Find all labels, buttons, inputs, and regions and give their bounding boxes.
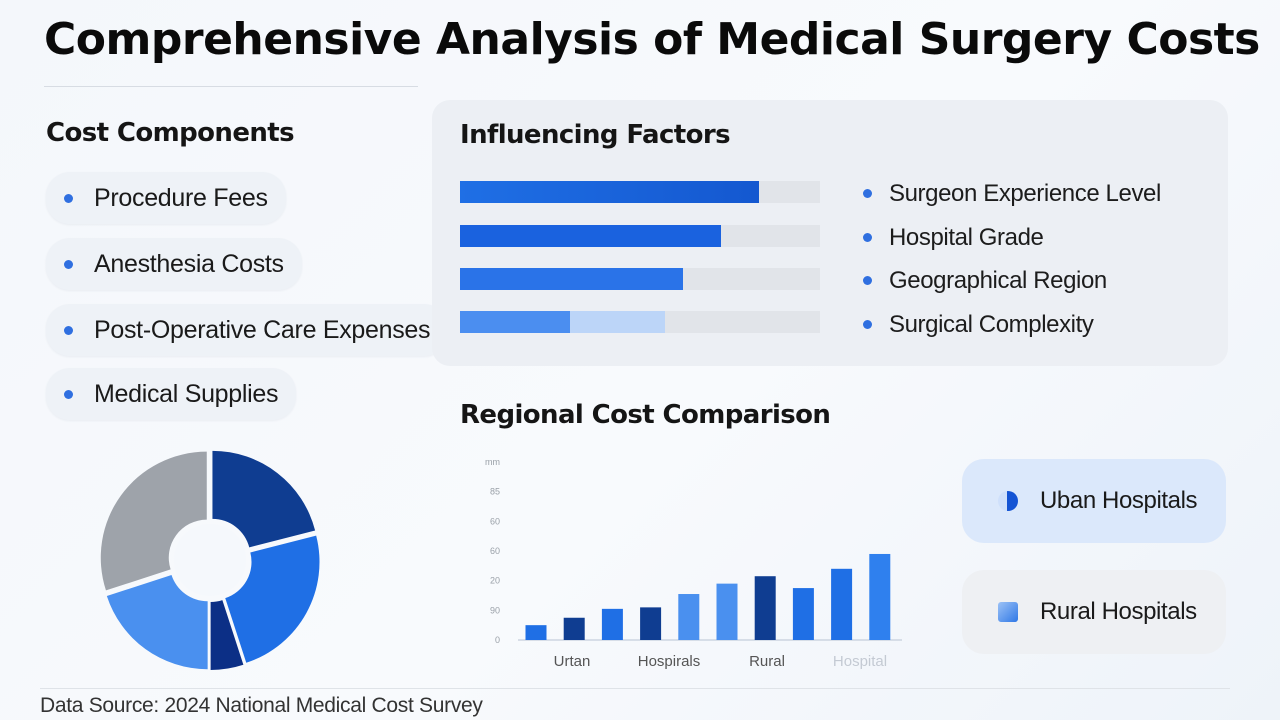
legend-label: Uban Hospitals <box>1040 487 1198 514</box>
y-tick-label: 90 <box>490 605 500 615</box>
bar <box>640 607 662 640</box>
factor-label: Surgical Complexity <box>889 311 1094 338</box>
bar <box>754 576 776 640</box>
donut-slice <box>210 600 244 670</box>
donut-slice <box>225 535 320 663</box>
y-tick-label: 20 <box>490 576 500 586</box>
title-divider <box>44 86 418 87</box>
factor-label: Surgeon Experience Level <box>889 180 1161 207</box>
bullet-dot-icon <box>863 276 872 285</box>
cost-breakdown-donut-chart <box>100 450 320 670</box>
y-tick-label: 85 <box>490 487 500 497</box>
factor-bar-fill <box>460 311 570 333</box>
bar <box>792 588 814 640</box>
y-tick-label: 0 <box>495 635 500 645</box>
legend-rural-hospitals: Rural Hospitals <box>962 570 1226 654</box>
factor-bar-track <box>460 268 820 290</box>
bar <box>678 594 700 640</box>
bullet-dot-icon <box>64 389 73 399</box>
factor-bar-track <box>460 311 820 333</box>
regional-cost-bar-chart: 0 90 20 60 60 85 mm Urtan Hospirals Rural Hospital <box>485 457 902 670</box>
cost-component-label: Post-Operative Care Expenses <box>94 315 431 344</box>
y-tick-label: mm <box>485 457 500 467</box>
bullet-dot-icon <box>64 259 73 269</box>
x-tick-label: Hospirals <box>638 653 701 670</box>
donut-slice <box>212 450 316 548</box>
regional-comparison-heading: Regional Cost Comparison <box>460 400 831 430</box>
cost-component-anesthesia-costs: Anesthesia Costs <box>46 238 302 290</box>
bar <box>869 553 891 640</box>
cost-components-heading: Cost Components <box>46 118 295 148</box>
factor-bar-track <box>460 181 820 203</box>
cost-component-medical-supplies: Medical Supplies <box>46 368 297 420</box>
bar <box>525 625 547 640</box>
bar <box>831 568 853 640</box>
donut-slice <box>106 574 208 670</box>
x-tick-label: Hospital <box>833 653 887 670</box>
bar <box>601 608 623 640</box>
y-tick-label: 60 <box>490 516 500 526</box>
cost-component-label: Anesthesia Costs <box>94 249 284 278</box>
legend-label: Rural Hospitals <box>1040 598 1197 625</box>
bullet-dot-icon <box>64 193 73 203</box>
cost-component-label: Medical Supplies <box>94 379 279 408</box>
page-title: Comprehensive Analysis of Medical Surger… <box>44 14 1260 65</box>
factor-label: Geographical Region <box>889 267 1107 294</box>
donut-center <box>174 524 246 596</box>
half-circle-icon <box>998 491 1018 511</box>
y-tick-label: 60 <box>490 546 500 556</box>
legend-urban-hospitals: Uban Hospitals <box>962 459 1226 543</box>
data-source-note: Data Source: 2024 National Medical Cost … <box>40 694 483 717</box>
bullet-dot-icon <box>863 189 872 198</box>
cost-component-procedure-fees: Procedure Fees <box>46 172 286 224</box>
bar <box>716 583 738 640</box>
influencing-factors-heading: Influencing Factors <box>460 120 731 150</box>
factor-bar-track <box>460 225 820 247</box>
donut-slice <box>100 451 207 591</box>
factor-bar-fill <box>460 181 759 203</box>
bullet-dot-icon <box>863 320 872 329</box>
x-tick-label: Rural <box>749 653 785 670</box>
bullet-dot-icon <box>64 325 73 335</box>
bullet-dot-icon <box>863 233 872 242</box>
factor-bar-fill <box>460 268 684 290</box>
factor-label: Hospital Grade <box>889 224 1044 251</box>
factor-bar-fill <box>460 225 721 247</box>
bar <box>563 617 585 640</box>
cube-icon <box>998 602 1018 622</box>
cost-component-label: Procedure Fees <box>94 183 268 212</box>
footer-divider <box>40 688 1230 689</box>
x-tick-label: Urtan <box>554 653 591 670</box>
cost-component-post-operative-care: Post-Operative Care Expenses <box>46 304 449 356</box>
